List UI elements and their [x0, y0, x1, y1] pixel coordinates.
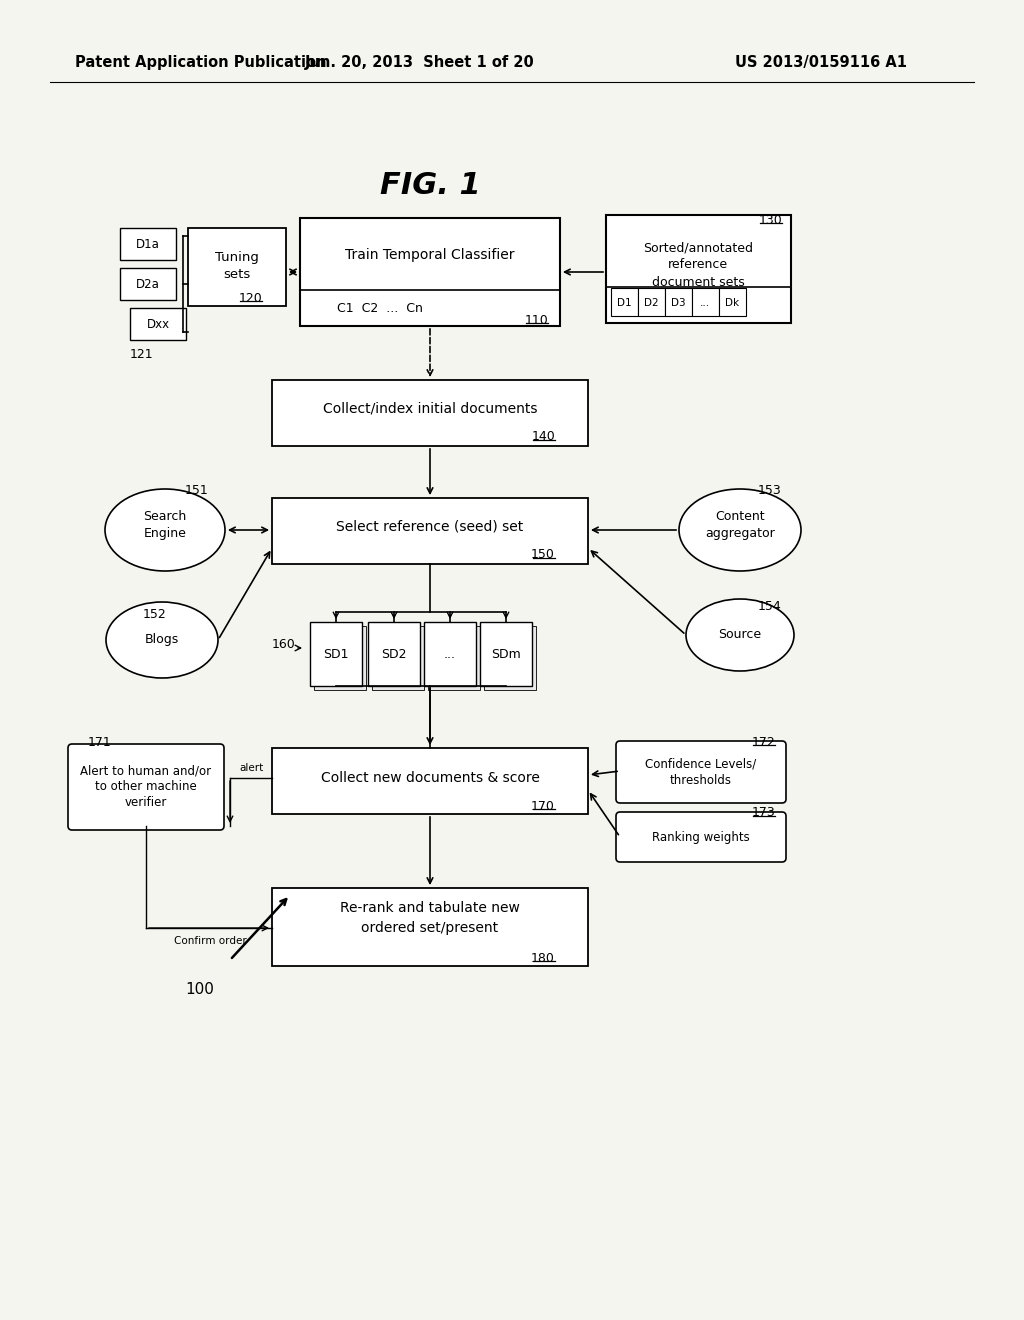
Text: 100: 100: [185, 982, 214, 998]
Text: Train Temporal Classifier: Train Temporal Classifier: [345, 248, 515, 261]
Text: Confidence Levels/
thresholds: Confidence Levels/ thresholds: [645, 758, 757, 787]
Text: Collect new documents & score: Collect new documents & score: [321, 771, 540, 785]
Text: SD2: SD2: [381, 648, 407, 660]
Text: FIG. 1: FIG. 1: [380, 170, 480, 199]
Bar: [484, 626, 536, 690]
Text: 140: 140: [531, 430, 555, 444]
Text: 152: 152: [143, 609, 167, 622]
FancyBboxPatch shape: [616, 812, 786, 862]
Bar: [272, 380, 588, 446]
Text: US 2013/0159116 A1: US 2013/0159116 A1: [735, 54, 907, 70]
Bar: [300, 218, 560, 326]
Text: Content
aggregator: Content aggregator: [706, 511, 775, 540]
Bar: [428, 626, 480, 690]
Text: 110: 110: [524, 314, 548, 326]
Bar: [272, 888, 588, 966]
Text: 121: 121: [130, 348, 154, 362]
Text: Search
Engine: Search Engine: [143, 511, 186, 540]
Text: Re-rank and tabulate new
ordered set/present: Re-rank and tabulate new ordered set/pre…: [340, 902, 520, 935]
FancyBboxPatch shape: [616, 741, 786, 803]
Text: D1a: D1a: [136, 238, 160, 251]
Bar: [611, 288, 638, 315]
Text: D2a: D2a: [136, 277, 160, 290]
Text: ...: ...: [444, 648, 456, 660]
Text: Alert to human and/or
to other machine
verifier: Alert to human and/or to other machine v…: [81, 764, 212, 809]
Text: 171: 171: [88, 735, 112, 748]
Text: Dk: Dk: [725, 298, 739, 308]
Text: 151: 151: [185, 483, 209, 496]
Ellipse shape: [106, 602, 218, 678]
Text: Sorted/annotated
reference
document sets: Sorted/annotated reference document sets: [643, 242, 753, 289]
Bar: [272, 498, 588, 564]
Text: Source: Source: [719, 628, 762, 642]
Text: 170: 170: [531, 800, 555, 813]
Text: Dxx: Dxx: [146, 318, 170, 330]
Text: Jun. 20, 2013  Sheet 1 of 20: Jun. 20, 2013 Sheet 1 of 20: [305, 54, 535, 70]
Text: 153: 153: [758, 483, 781, 496]
Text: sets: sets: [223, 268, 251, 281]
Text: D2: D2: [644, 298, 658, 308]
Text: 172: 172: [752, 735, 775, 748]
Text: 150: 150: [531, 549, 555, 561]
Ellipse shape: [105, 488, 225, 572]
Bar: [188, 228, 286, 306]
Text: Blogs: Blogs: [144, 634, 179, 647]
FancyBboxPatch shape: [68, 744, 224, 830]
Bar: [272, 748, 588, 814]
Text: Confirm order: Confirm order: [174, 936, 247, 946]
Bar: [120, 228, 176, 260]
Bar: [665, 288, 692, 315]
Ellipse shape: [679, 488, 801, 572]
Bar: [372, 626, 424, 690]
Text: 173: 173: [752, 807, 775, 820]
Bar: [719, 288, 746, 315]
Bar: [120, 268, 176, 300]
Text: Collect/index initial documents: Collect/index initial documents: [323, 401, 538, 414]
Bar: [368, 622, 420, 686]
Text: D3: D3: [671, 298, 685, 308]
Text: Select reference (seed) set: Select reference (seed) set: [336, 519, 523, 533]
Text: alert: alert: [239, 763, 263, 774]
Text: Patent Application Publication: Patent Application Publication: [75, 54, 327, 70]
Text: Tuning: Tuning: [215, 252, 259, 264]
Bar: [314, 626, 366, 690]
Text: Ranking weights: Ranking weights: [652, 830, 750, 843]
Bar: [480, 622, 532, 686]
Text: SDm: SDm: [492, 648, 521, 660]
Bar: [130, 308, 186, 341]
Text: 120: 120: [239, 292, 262, 305]
Bar: [692, 288, 719, 315]
Text: 180: 180: [531, 952, 555, 965]
Text: 130: 130: [758, 214, 782, 227]
Text: 154: 154: [758, 599, 781, 612]
Bar: [638, 288, 665, 315]
Text: 160: 160: [271, 639, 295, 652]
Ellipse shape: [686, 599, 794, 671]
Bar: [606, 215, 791, 323]
Text: C1  C2  ...  Cn: C1 C2 ... Cn: [337, 302, 423, 315]
Text: SD1: SD1: [324, 648, 349, 660]
Text: ...: ...: [700, 298, 710, 308]
Bar: [424, 622, 476, 686]
Text: D1: D1: [616, 298, 632, 308]
Bar: [310, 622, 362, 686]
